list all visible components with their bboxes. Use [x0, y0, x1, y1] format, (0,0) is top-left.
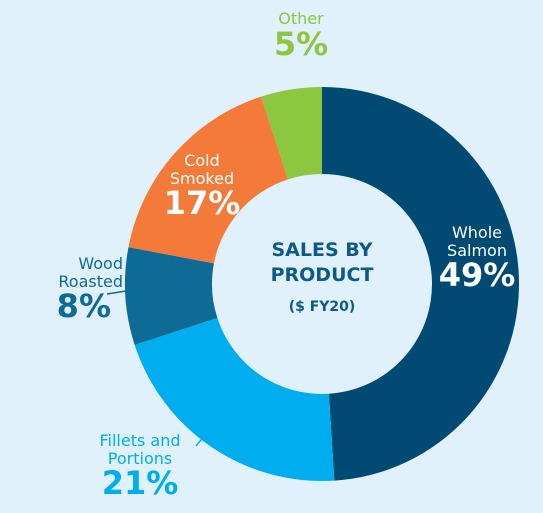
slice-label: Cold Smoked 17%: [157, 151, 247, 223]
value-label: 21%: [101, 464, 179, 503]
donut-slice: [128, 96, 289, 264]
value-label: 17%: [163, 184, 241, 223]
donut-slice: [261, 87, 322, 180]
value-label: 8%: [56, 287, 111, 326]
center-label: SALES BY PRODUCT ($ FY20): [262, 238, 382, 315]
category-label: Fillets and Portions: [99, 431, 181, 468]
slice-label: Fillets and Portions 21%: [75, 431, 205, 503]
chart-title: SALES BY PRODUCT: [270, 239, 374, 286]
category-label: Other: [278, 9, 324, 28]
category-label: Wood Roasted: [58, 254, 123, 291]
category-label: Whole Salmon: [447, 223, 507, 260]
leader-line: [106, 290, 127, 295]
value-label: 49%: [438, 256, 516, 295]
category-label: Cold Smoked: [169, 151, 235, 188]
slice-label: Other 5%: [256, 10, 346, 60]
donut-slice: [134, 317, 335, 482]
donut-slice: [322, 87, 519, 481]
chart-subtitle: ($ FY20): [288, 299, 356, 316]
donut-slice: [124, 247, 218, 345]
slice-label: Wood Roasted 8%: [33, 254, 123, 326]
slice-label: Whole Salmon 49%: [432, 223, 522, 295]
value-label: 5%: [273, 24, 329, 63]
